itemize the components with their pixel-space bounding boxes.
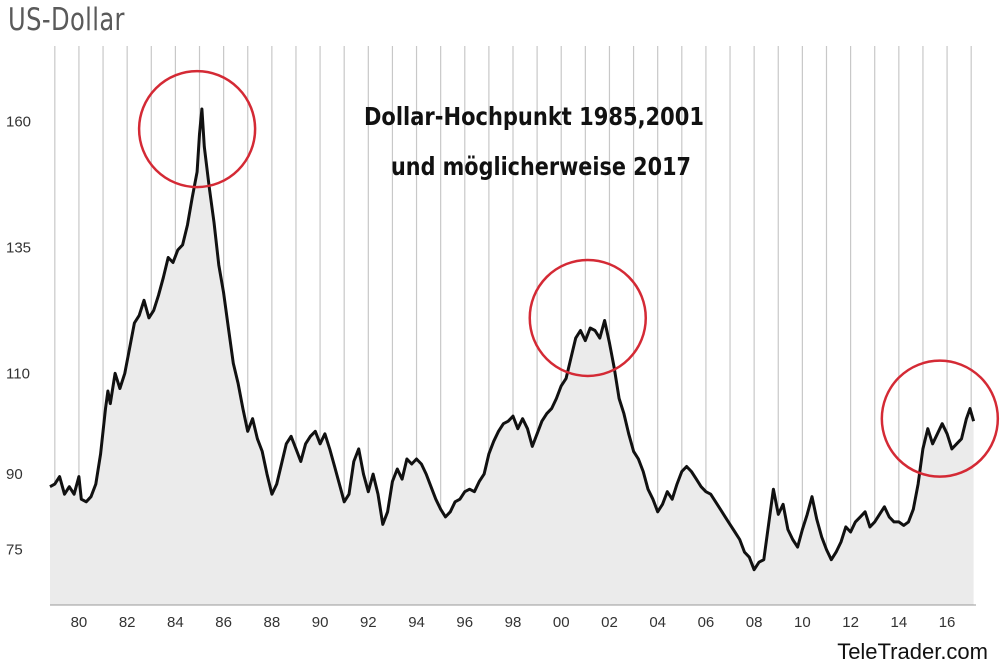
x-tick-label: 12 [842, 614, 859, 631]
x-tick-label: 98 [505, 614, 522, 631]
x-tick-label: 88 [264, 614, 281, 631]
y-tick-label: 110 [6, 365, 30, 382]
x-tick-label: 92 [360, 614, 377, 631]
x-tick-label: 84 [167, 614, 184, 631]
y-tick-label: 135 [6, 239, 31, 256]
x-axis-ticks: 80 82 84 86 88 90 92 94 96 98 00 02 04 06 08 10 12 14 16 [71, 614, 956, 631]
x-tick-label: 02 [601, 614, 618, 631]
x-tick-label: 10 [794, 614, 811, 631]
x-tick-label: 82 [119, 614, 136, 631]
y-tick-label: 90 [6, 466, 23, 483]
peak-circle [528, 258, 648, 378]
x-tick-label: 00 [553, 614, 570, 631]
x-tick-label: 04 [649, 614, 666, 631]
peak-circle [137, 69, 257, 189]
y-tick-label: 160 [6, 114, 31, 131]
x-tick-label: 06 [698, 614, 715, 631]
area-fill [50, 109, 974, 605]
x-tick-label: 80 [71, 614, 88, 631]
y-axis-ticks: 75 90 110 135 160 [6, 114, 31, 559]
x-tick-label: 94 [408, 614, 425, 631]
x-tick-label: 14 [890, 614, 907, 631]
x-tick-label: 90 [312, 614, 329, 631]
price-line [49, 107, 976, 572]
peak-circle [880, 359, 1000, 478]
annotation-line-2: und möglicherweise 2017 [391, 152, 691, 181]
brand-logo-text: TeleTrader.com [837, 639, 988, 664]
peak-highlights [137, 69, 1000, 478]
x-tick-label: 96 [456, 614, 473, 631]
x-tick-label: 16 [939, 614, 956, 631]
annotation-line-1: Dollar-Hochpunkt 1985,2001 [364, 102, 704, 131]
y-tick-label: 75 [6, 542, 23, 559]
page-title: US-Dollar [8, 2, 125, 38]
x-tick-label: 08 [746, 614, 763, 631]
x-tick-label: 86 [215, 614, 232, 631]
